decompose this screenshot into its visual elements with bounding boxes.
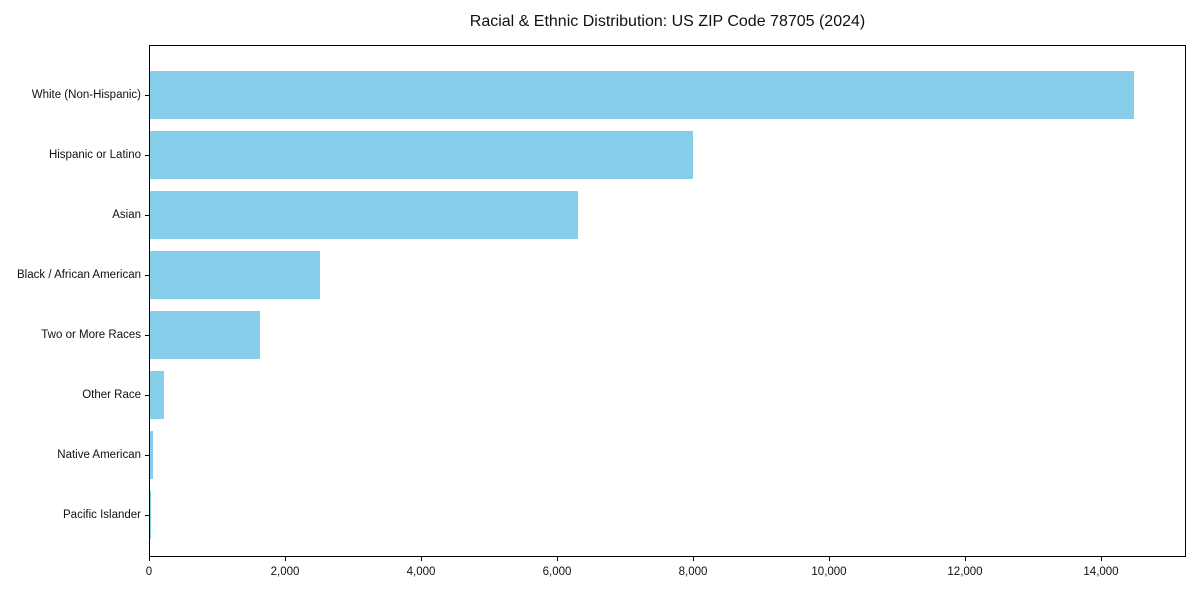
x-tick-label: 4,000 (406, 566, 436, 578)
y-tick-label: Other Race (82, 389, 141, 401)
bar-hispanic-or-latino (150, 131, 693, 179)
x-tick-label: 14,000 (1083, 566, 1119, 578)
y-tick (145, 455, 149, 456)
y-tick-label: White (Non-Hispanic) (31, 89, 141, 101)
x-tick (693, 557, 694, 561)
bar-other-race (150, 371, 164, 419)
bar-white-non-hispanic (150, 71, 1135, 119)
plot-area (149, 45, 1186, 557)
y-tick (145, 335, 149, 336)
y-tick (145, 95, 149, 96)
x-tick-label: 12,000 (947, 566, 983, 578)
bar-black-african-american (150, 251, 320, 299)
y-tick-label: Asian (112, 209, 141, 221)
y-tick (145, 155, 149, 156)
chart-title: Racial & Ethnic Distribution: US ZIP Cod… (469, 13, 866, 30)
bar-pacific-islander (150, 491, 151, 539)
x-tick (829, 557, 830, 561)
y-tick-label: Two or More Races (41, 329, 141, 341)
x-tick (149, 557, 150, 561)
y-tick (145, 395, 149, 396)
x-tick-label: 8,000 (678, 566, 708, 578)
x-tick-label: 6,000 (542, 566, 572, 578)
bar-two-or-more-races (150, 311, 260, 359)
x-tick (1101, 557, 1102, 561)
x-tick-label: 0 (145, 566, 153, 578)
bar-asian (150, 191, 578, 239)
y-tick-label: Pacific Islander (63, 509, 141, 521)
x-tick-label: 2,000 (270, 566, 300, 578)
y-tick (145, 275, 149, 276)
bar-native-american (150, 431, 154, 479)
y-tick-label: Hispanic or Latino (48, 149, 141, 161)
x-tick (285, 557, 286, 561)
y-tick-label: Native American (57, 449, 141, 461)
x-tick (557, 557, 558, 561)
y-tick (145, 515, 149, 516)
x-tick (965, 557, 966, 561)
y-tick (145, 215, 149, 216)
y-tick-label: Black / African American (17, 269, 141, 281)
x-tick-label: 10,000 (811, 566, 847, 578)
x-tick (421, 557, 422, 561)
